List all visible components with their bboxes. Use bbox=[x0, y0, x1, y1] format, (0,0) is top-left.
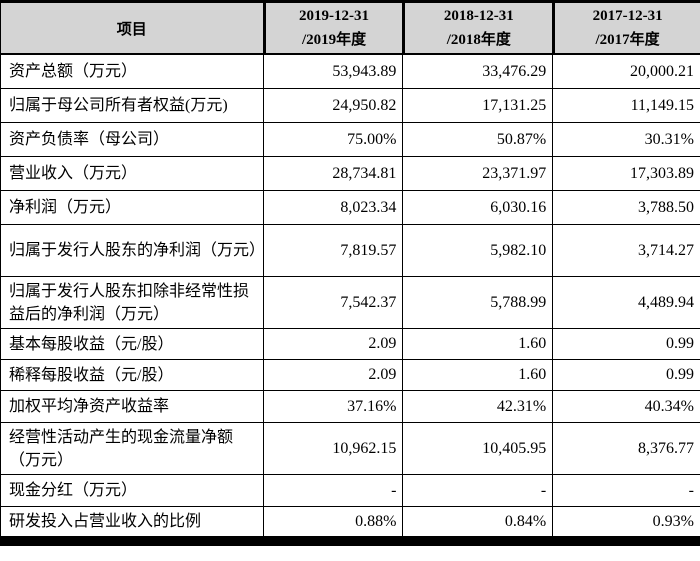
row-value-2018: 17,131.25 bbox=[402, 89, 552, 122]
row-value-2019: 28,734.81 bbox=[262, 157, 403, 190]
row-label: 经营性活动产生的现金流量净额（万元） bbox=[9, 428, 234, 469]
table-header-row: 项目 2019-12-31 /2019年度 2018-12-31 /2018年度… bbox=[1, 3, 700, 55]
row-label: 资产总额（万元） bbox=[9, 63, 138, 80]
row-value-2017: 40.34% bbox=[552, 391, 700, 422]
table-row-basic-eps: 基本每股收益（元/股） 2.09 1.60 0.99 bbox=[1, 329, 700, 360]
row-value-2019: 75.00% bbox=[262, 123, 403, 156]
row-value-2019: 7,542.37 bbox=[262, 277, 403, 328]
table-row-operating-revenue: 营业收入（万元） 28,734.81 23,371.97 17,303.89 bbox=[1, 157, 700, 191]
row-label: 归属于母公司所有者权益(万元) bbox=[9, 97, 228, 114]
row-value-2019: 0.88% bbox=[262, 507, 403, 536]
table-row-operating-cash-flow: 经营性活动产生的现金流量净额（万元） 10,962.15 10,405.95 8… bbox=[1, 423, 700, 475]
row-value-2017: 11,149.15 bbox=[552, 89, 700, 122]
row-value-2017: 20,000.21 bbox=[552, 55, 700, 88]
row-value-2019: 2.09 bbox=[262, 360, 403, 390]
row-label: 归属于发行人股东的净利润（万元） bbox=[9, 242, 263, 259]
row-label: 稀释每股收益（元/股） bbox=[9, 366, 174, 384]
row-value-2018: 1.60 bbox=[402, 329, 552, 359]
row-value-2019: 10,962.15 bbox=[262, 423, 403, 474]
row-value-2017: 4,489.94 bbox=[552, 277, 700, 328]
row-value-2019: 8,023.34 bbox=[262, 191, 403, 224]
row-value-2019: 7,819.57 bbox=[262, 225, 403, 276]
row-label: 加权平均净资产收益率 bbox=[9, 398, 170, 415]
header-period-2017: 2017-12-31 /2017年度 bbox=[552, 3, 700, 53]
row-label: 资产负债率（母公司） bbox=[9, 131, 170, 148]
header-2018-line1: 2018-12-31 bbox=[443, 8, 514, 24]
row-value-2018: 50.87% bbox=[402, 123, 552, 156]
bottom-black-bar bbox=[0, 537, 700, 546]
row-value-2018: 0.84% bbox=[402, 507, 552, 536]
row-value-2018: - bbox=[402, 475, 552, 506]
table-row-diluted-eps: 稀释每股收益（元/股） 2.09 1.60 0.99 bbox=[1, 360, 700, 391]
row-value-2019: 2.09 bbox=[262, 329, 403, 359]
row-label: 归属于发行人股东扣除非经常性损益后的净利润（万元） bbox=[9, 282, 250, 323]
row-value-2017: 0.93% bbox=[552, 507, 700, 536]
row-value-2018: 42.31% bbox=[402, 391, 552, 422]
header-2019-line1: 2019-12-31 bbox=[299, 8, 370, 24]
row-label: 营业收入（万元） bbox=[9, 165, 138, 182]
table-row-total-assets: 资产总额（万元） 53,943.89 33,476.29 20,000.21 bbox=[1, 55, 700, 89]
table-row-shareholder-net-profit: 归属于发行人股东的净利润（万元） 7,819.57 5,982.10 3,714… bbox=[1, 225, 700, 277]
table-row-rd-expense-ratio: 研发投入占营业收入的比例 0.88% 0.84% 0.93% bbox=[1, 507, 700, 537]
header-2017-line2: /2017年度 bbox=[595, 32, 660, 48]
table-row-weighted-avg-roe: 加权平均净资产收益率 37.16% 42.31% 40.34% bbox=[1, 391, 700, 423]
row-value-2018: 5,982.10 bbox=[402, 225, 552, 276]
row-label: 研发投入占营业收入的比例 bbox=[9, 513, 202, 530]
row-value-2019: - bbox=[262, 475, 403, 506]
table-row-net-profit-excl-nonrecurring: 归属于发行人股东扣除非经常性损益后的净利润（万元） 7,542.37 5,788… bbox=[1, 277, 700, 329]
row-value-2017: - bbox=[552, 475, 700, 506]
row-value-2018: 33,476.29 bbox=[402, 55, 552, 88]
header-period-2019: 2019-12-31 /2019年度 bbox=[262, 3, 403, 53]
row-value-2018: 5,788.99 bbox=[402, 277, 552, 328]
row-value-2017: 3,788.50 bbox=[552, 191, 700, 224]
row-label: 现金分红（万元） bbox=[9, 482, 138, 499]
table-row-debt-ratio: 资产负债率（母公司） 75.00% 50.87% 30.31% bbox=[1, 123, 700, 157]
financial-summary-table: 项目 2019-12-31 /2019年度 2018-12-31 /2018年度… bbox=[0, 0, 700, 537]
row-label: 基本每股收益（元/股） bbox=[9, 335, 174, 353]
row-label: 净利润（万元） bbox=[9, 199, 122, 216]
header-2018-line2: /2018年度 bbox=[446, 32, 511, 48]
row-value-2019: 53,943.89 bbox=[262, 55, 403, 88]
row-value-2017: 3,714.27 bbox=[552, 225, 700, 276]
row-value-2017: 30.31% bbox=[552, 123, 700, 156]
header-item-cell: 项目 bbox=[1, 3, 263, 53]
table-row-parent-equity: 归属于母公司所有者权益(万元) 24,950.82 17,131.25 11,1… bbox=[1, 89, 700, 123]
row-value-2018: 23,371.97 bbox=[402, 157, 552, 190]
header-item-label: 项目 bbox=[116, 21, 147, 38]
row-value-2019: 24,950.82 bbox=[262, 89, 403, 122]
row-value-2018: 6,030.16 bbox=[402, 191, 552, 224]
row-value-2017: 8,376.77 bbox=[552, 423, 700, 474]
header-2017-line1: 2017-12-31 bbox=[592, 8, 663, 24]
header-2019-line2: /2019年度 bbox=[301, 32, 367, 48]
table-row-cash-dividend: 现金分红（万元） - - - bbox=[1, 475, 700, 507]
row-value-2017: 0.99 bbox=[552, 329, 700, 359]
row-value-2018: 10,405.95 bbox=[402, 423, 552, 474]
table-row-net-profit: 净利润（万元） 8,023.34 6,030.16 3,788.50 bbox=[1, 191, 700, 225]
row-value-2017: 0.99 bbox=[552, 360, 700, 390]
row-value-2018: 1.60 bbox=[402, 360, 552, 390]
header-period-2018: 2018-12-31 /2018年度 bbox=[402, 3, 552, 53]
row-value-2017: 17,303.89 bbox=[552, 157, 700, 190]
row-value-2019: 37.16% bbox=[262, 391, 403, 422]
